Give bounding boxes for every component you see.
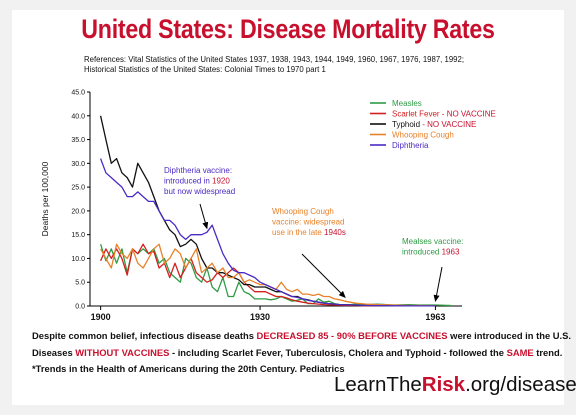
annotation-text: Diphtheria vaccine:	[164, 166, 232, 175]
footer-highlight: DECREASED 85 - 90% BEFORE VACCINES	[256, 330, 448, 341]
annotation-text: but now widespread	[164, 187, 235, 196]
page-title: United States: Disease Mortality Rates	[81, 14, 495, 44]
legend-label: Measles	[392, 99, 422, 108]
brand-risk: Risk	[421, 373, 466, 396]
annotation-arrow	[433, 266, 443, 303]
annotation-text: introduced 1963	[402, 248, 460, 257]
y-tick-label: 35.0	[71, 137, 85, 144]
x-tick-label: 1900	[91, 312, 111, 322]
brand-text: .org/diseases	[465, 373, 576, 396]
legend-label: Typhoid - NO VACCINE	[392, 120, 476, 129]
references-line-2: Historical Statistics of the United Stat…	[84, 65, 326, 74]
annotation-text: Whooping Cough	[272, 207, 334, 216]
infographic-card: United States: Disease Mortality Rates R…	[12, 10, 576, 405]
legend-label: Whooping Cough	[392, 131, 454, 140]
x-tick-label: 1930	[250, 312, 270, 322]
annotation-text: introduced in 1920	[164, 177, 230, 186]
footer-text: were introduced in the U.S.	[447, 330, 572, 341]
y-tick-label: 30.0	[71, 161, 85, 168]
x-tick-label: 1963	[425, 312, 445, 322]
mortality-line-chart: 0.0 5.0 10.0 15.0 20.0 25.0 30.0 35.0 40.0 45.0 19…	[40, 90, 496, 323]
annotation-text: vaccine: widespread	[272, 218, 344, 227]
footer-highlight: SAME	[506, 347, 534, 358]
footer-text: - including Scarlet Fever, Tuberculosis,…	[169, 347, 507, 358]
y-tick-label: 5.0	[75, 280, 85, 287]
y-tick-label: 25.0	[71, 185, 85, 192]
brand-link[interactable]: LearnTheRisk.org/diseases	[334, 373, 576, 397]
brand-text: LearnThe	[334, 373, 422, 396]
footer-highlight: WITHOUT VACCINES	[75, 347, 170, 358]
y-tick-label: 15.0	[71, 232, 85, 239]
footer-text: Despite common belief, infectious diseas…	[32, 330, 257, 341]
annotation-arrow	[199, 203, 209, 230]
annotation-text: Mealses vaccine:	[402, 237, 463, 246]
legend-label: Diphtheria	[392, 141, 429, 150]
references: References: Vital Statistics of the Unit…	[84, 55, 544, 75]
footer-text: trend.	[533, 347, 563, 358]
y-tick-label: 40.0	[71, 113, 85, 120]
y-tick-label: 20.0	[71, 208, 85, 215]
y-axis-label: Deaths per 100,000	[40, 161, 50, 236]
footer-line-2: Diseases WITHOUT VACCINES - including Sc…	[32, 347, 562, 358]
footer-citation: *Trends in the Health of Americans durin…	[32, 363, 345, 374]
series-line	[100, 243, 436, 307]
references-line-1: References: Vital Statistics of the Unit…	[84, 55, 465, 64]
footer-line-1: Despite common belief, infectious diseas…	[32, 330, 571, 341]
series-line	[100, 243, 436, 307]
footer-text: Diseases	[32, 347, 76, 358]
y-tick-label: 45.0	[71, 90, 85, 97]
series-line	[99, 158, 436, 307]
annotation-text: use in the late 1940s	[272, 228, 346, 237]
legend-label: Scarlet Fever - NO VACCINE	[392, 110, 496, 119]
y-tick-label: 0.0	[75, 304, 85, 311]
annotation-arrow	[301, 253, 346, 298]
y-tick-label: 10.0	[71, 256, 85, 263]
